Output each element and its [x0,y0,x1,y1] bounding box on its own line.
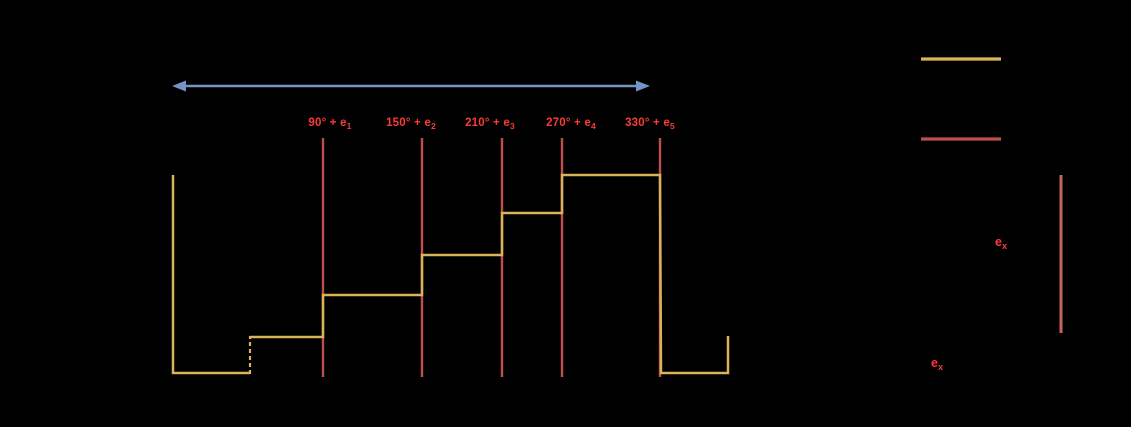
angle-label-3: 210° + e3 [465,117,515,131]
staircase-waveform-main [250,173,730,375]
angle-label-2: 150° + e2 [386,117,436,131]
error-label-2: ex [931,356,943,372]
angle-label-4: 270° + e4 [546,117,596,131]
angle-label-5: 330° + e5 [625,117,675,131]
staircase-waveform-lead-in [171,175,250,375]
period-arrow-left-head [172,80,186,92]
error-label-1: ex [995,235,1007,251]
period-arrow-right-head [636,80,650,92]
angle-label-1: 90° + e1 [308,117,351,131]
